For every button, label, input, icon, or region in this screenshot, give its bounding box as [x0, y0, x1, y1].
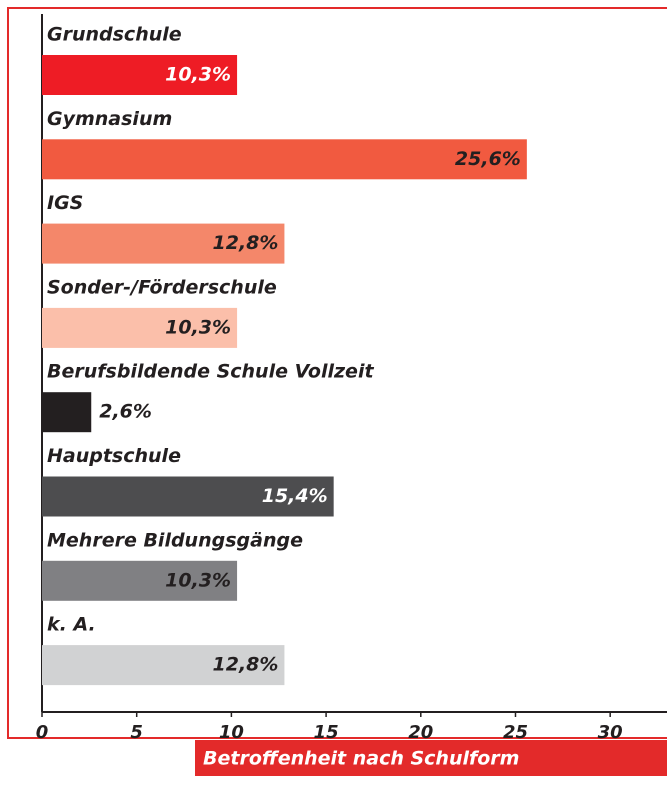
category-label: Grundschule	[47, 24, 182, 46]
value-label: 25,6%	[455, 148, 521, 170]
value-label: 12,8%	[213, 232, 279, 254]
bar	[42, 645, 285, 686]
bar	[42, 55, 238, 95]
value-label: 15,4%	[262, 485, 328, 507]
bar	[42, 476, 334, 517]
x-tick-label: 25	[503, 722, 528, 743]
category-label: Mehrere Bildungsgänge	[47, 529, 303, 551]
bar	[42, 223, 285, 264]
x-tick-label: 15	[314, 722, 339, 743]
x-tick-label: 10	[219, 722, 244, 743]
bar	[42, 139, 527, 180]
frame	[7, 7, 667, 739]
caption: Betroffenheit nach Schulform	[203, 748, 519, 770]
value-label: 2,6%	[99, 401, 152, 423]
bar	[42, 307, 238, 348]
value-label: 10,3%	[165, 64, 231, 86]
bar	[42, 392, 92, 433]
caption-box	[195, 740, 667, 776]
value-label: 12,8%	[213, 654, 279, 676]
category-label: IGS	[47, 192, 83, 214]
x-tick-label: 5	[130, 722, 143, 743]
category-label: k. A.	[47, 614, 96, 636]
category-label: Hauptschule	[47, 445, 181, 467]
category-label: Sonder-/Förderschule	[47, 276, 277, 298]
x-tick-label: 30	[598, 722, 623, 743]
value-label: 10,3%	[165, 569, 231, 591]
category-label: Berufsbildende Schule Vollzeit	[47, 361, 374, 383]
bar	[42, 560, 238, 601]
x-tick-label: 20	[408, 722, 433, 743]
value-label: 10,3%	[165, 316, 231, 338]
x-tick-label: 0	[36, 722, 49, 743]
category-label: Gymnasium	[47, 108, 172, 130]
